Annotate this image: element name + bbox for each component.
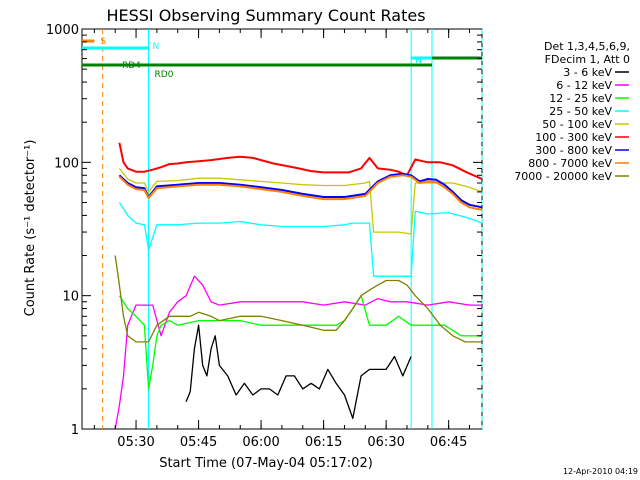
x-tick-label-5: 06:45 <box>430 435 467 450</box>
legend-entry-7: 800 - 7000 keV <box>528 157 612 170</box>
footer-timestamp: 12-Apr-2010 04:19 <box>563 467 638 476</box>
legend-entry-1: 6 - 12 keV <box>556 79 612 92</box>
x-tick-label-2: 06:00 <box>242 435 279 450</box>
legend-entry-0: 3 - 6 keV <box>563 66 612 79</box>
flag-label-1: N <box>153 42 160 52</box>
flag-layer: S N N RD0 RD4 <box>82 37 482 80</box>
flag-label-0: S <box>100 37 106 47</box>
axis-layer: 05:30 05:45 06:00 06:15 06:30 06:45 1 10 100 1000 <box>46 23 482 450</box>
plot-frame <box>81 28 483 430</box>
legend: Det 1,3,4,5,6,9,FDecim 1, Att 03 - 6 keV… <box>514 40 630 183</box>
flag-label-3: RD0 <box>155 70 174 80</box>
x-tick-label-3: 06:15 <box>305 435 342 450</box>
x-tick-label-1: 05:45 <box>180 435 217 450</box>
legend-entry-4: 50 - 100 keV <box>542 118 612 131</box>
legend-entry-5: 100 - 300 keV <box>535 131 612 144</box>
legend-header-0: Det 1,3,4,5,6,9, <box>544 40 630 53</box>
legend-entry-2: 12 - 25 keV <box>549 92 612 105</box>
series-line-6 <box>118 172 483 209</box>
x-tick-label-0: 05:30 <box>117 435 154 450</box>
chart-title: HESSI Observing Summary Count Rates <box>106 6 425 25</box>
y-axis-label: Count Rate (s⁻¹ detector⁻¹) <box>23 140 38 317</box>
legend-header-1: FDecim 1, Att 0 <box>545 53 630 66</box>
series-line-0 <box>185 324 412 420</box>
vline-layer <box>102 29 483 429</box>
legend-entry-8: 7000 - 20000 keV <box>514 170 612 183</box>
y-tick-label-2: 100 <box>54 156 79 171</box>
series-line-5 <box>118 142 483 180</box>
y-tick-label-0: 1 <box>71 423 79 438</box>
flag-label-4: RD4 <box>122 61 141 71</box>
x-tick-label-4: 06:30 <box>367 435 404 450</box>
y-tick-label-1: 10 <box>62 290 79 305</box>
x-axis-label: Start Time (07-May-04 05:17:02) <box>159 456 373 471</box>
series-line-8 <box>114 255 482 343</box>
series-line-7 <box>118 174 483 211</box>
flag-label-2: N <box>415 56 422 66</box>
y-tick-label-3: 1000 <box>46 23 79 38</box>
legend-entry-6: 300 - 800 keV <box>535 144 612 157</box>
series-line-3 <box>118 202 483 277</box>
series-line-1 <box>114 275 482 430</box>
legend-entry-3: 25 - 50 keV <box>549 105 612 118</box>
series-line-2 <box>118 295 482 390</box>
series-layer <box>114 142 483 430</box>
